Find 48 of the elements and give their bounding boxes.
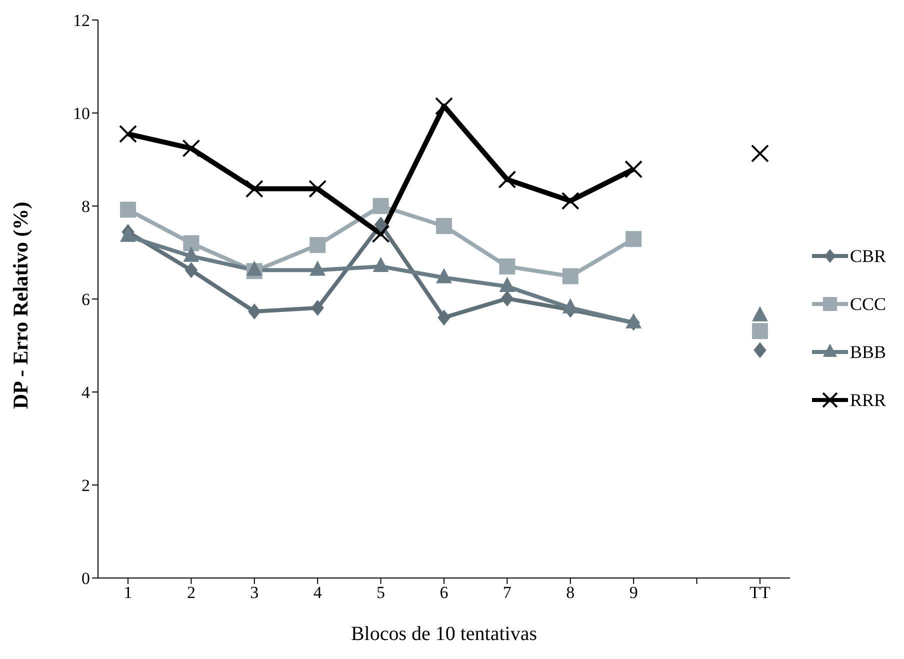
y-tick-label: 0: [82, 569, 90, 588]
point: [245, 180, 264, 198]
point: [184, 262, 198, 278]
legend-label: BBB: [850, 342, 886, 362]
legend-label: CBR: [850, 246, 886, 266]
point: [436, 218, 452, 234]
y-tick-label: 6: [82, 290, 90, 310]
point: [183, 235, 200, 252]
point: [120, 202, 136, 218]
x-tick-label: 6: [440, 583, 448, 602]
point: [372, 198, 389, 214]
point: [372, 224, 390, 243]
point: [561, 192, 580, 210]
point: [308, 180, 327, 198]
point: [311, 300, 324, 316]
point: [248, 304, 261, 320]
point: [754, 342, 766, 358]
point: [438, 310, 450, 326]
point: [624, 160, 643, 178]
x-tick-label: 8: [566, 583, 575, 602]
point: [374, 216, 388, 233]
y-axis-title: DP - Erro Relativo (%): [8, 202, 32, 409]
legend-label: RRR: [850, 390, 886, 410]
y-tick-label: 12: [73, 11, 90, 30]
x-tick-label: 1: [124, 583, 132, 602]
y-tick-label: 10: [73, 104, 90, 124]
y-tick-label: 4: [82, 383, 90, 402]
point: [626, 231, 642, 248]
point: [310, 237, 326, 254]
x-tick-label: TT: [750, 583, 771, 602]
x-tick-label: 4: [313, 583, 322, 602]
point: [499, 258, 516, 274]
point: [119, 124, 137, 143]
y-tick-label: 8: [82, 197, 90, 216]
x-axis-title: Blocos de 10 tentativas: [350, 623, 538, 645]
x-tick-label: 2: [186, 583, 196, 602]
point: [498, 170, 516, 188]
point: [500, 290, 514, 307]
x-tick-label: 5: [376, 583, 386, 602]
x-tick-label: 9: [629, 583, 638, 602]
point: [182, 139, 200, 158]
point: [562, 268, 578, 284]
point: [752, 323, 768, 340]
point: [750, 144, 769, 162]
legend-label: CCC: [850, 294, 886, 314]
x-tick-label: 3: [250, 583, 259, 602]
y-tick-label: 2: [82, 476, 90, 496]
x-tick-label: 7: [502, 583, 512, 602]
